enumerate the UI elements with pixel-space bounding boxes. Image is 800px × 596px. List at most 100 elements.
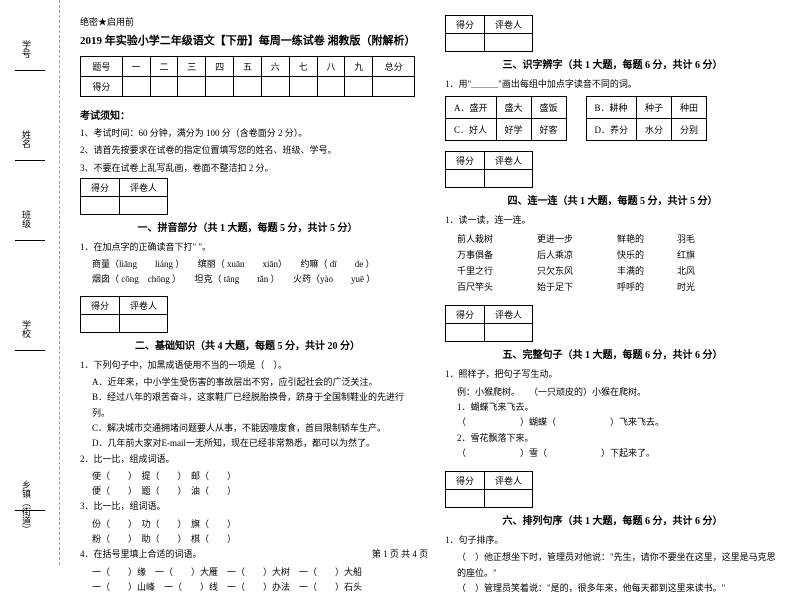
score-header: 二 [150,57,178,77]
pair-row: 万事俱备后人乘凉快乐的红旗 [445,247,780,263]
score-header: 九 [345,57,373,77]
score-cell[interactable] [289,77,317,97]
score-header: 七 [289,57,317,77]
q4-line: 一（ ）山峰 一（ ）线 一（ ）办法 一（ ）石头 [80,580,415,595]
section5-q: 1．照样子，把句子写生动。 [445,367,780,382]
score-cell[interactable] [261,77,289,97]
grader-blank[interactable] [81,196,120,214]
margin-label-xiangzhen: 乡镇（街道） [20,480,33,534]
section5-item: （ ）蝴蝶（ ）飞来飞去。 [445,415,780,430]
margin-line [15,510,45,511]
margin-line [15,160,45,161]
grader-blank[interactable] [446,170,485,188]
grader-blank[interactable] [485,170,533,188]
char-cell: 水分 [637,119,672,141]
score-header: 三 [178,57,206,77]
char-cell: 种田 [672,97,707,119]
margin-line [15,240,45,241]
q3-line: 粉（ ） 助（ ） 棋（ ） [80,532,415,547]
char-cell: B．耕种 [586,97,637,119]
grader-blank[interactable] [485,324,533,342]
grader-cell: 评卷人 [485,306,533,324]
score-header: 五 [234,57,262,77]
char-cell: 种子 [637,97,672,119]
section5-ex: 例：小猴爬树。 （一只顽皮的）小猴在爬树。 [445,385,780,400]
grader-blank[interactable] [120,314,168,332]
grader-cell: 得分 [81,296,120,314]
left-margin: 学号 姓名 班级 学校 乡镇（街道） [0,0,60,565]
score-cell[interactable] [178,77,206,97]
spacer [566,119,586,141]
exam-title: 2019 年实验小学二年级语文【下册】每周一练试卷 湘教版（附解析） [80,32,415,48]
right-column: 得分评卷人 三、识字辨字（共 1 大题，每题 6 分，共计 6 分） 1．用"＿… [445,15,780,550]
score-cell[interactable] [345,77,373,97]
char-cell: 好客 [531,119,566,141]
char-table: A．盛开 盛大 盛饭 B．耕种 种子 种田 C．好人 好学 好客 D．养分 水分… [445,96,707,141]
grader-cell: 评卷人 [485,152,533,170]
notice-item: 1、考试时间：60 分钟，满分为 100 分（含卷面分 2 分）。 [80,126,415,141]
section1-title: 一、拼音部分（共 1 大题，每题 5 分，共计 5 分） [80,219,415,234]
score-cell[interactable] [206,77,234,97]
pair-row: 百尺竿头始于足下呼呼的时光 [445,279,780,295]
grader-cell: 得分 [81,178,120,196]
notice-item: 3、不要在试卷上乱写乱画，卷面不整洁扣 2 分。 [80,161,415,176]
opt: B．经过八年的艰苦奋斗，这家鞋厂已经脱胎换骨，跻身于全国制鞋业的先进行列。 [80,390,415,421]
section3-title: 三、识字辨字（共 1 大题，每题 6 分，共计 6 分） [445,56,780,71]
section2-q3: 3．比一比，组词语。 [80,499,415,514]
pinyin-line: 商量（liāng liáng ） 缤丽（ xuān xiān） 约嘛（ dī d… [80,257,415,272]
q2-line: 使（ ） 提（ ） 邮（ ） [80,469,415,484]
grader-cell: 得分 [446,152,485,170]
q2-line: 便（ ） 题（ ） 油（ ） [80,484,415,499]
pair-row: 前人栽树更进一步鲜艳的羽毛 [445,231,780,247]
char-cell: 盛饭 [531,97,566,119]
score-cell[interactable] [150,77,178,97]
score-cell[interactable] [234,77,262,97]
section2-q2: 2．比一比，组成词语。 [80,452,415,467]
margin-label-xingming: 姓名 [20,130,33,148]
section5-item: 2．雪花飘落下来。 [445,431,780,446]
score-cell[interactable] [317,77,345,97]
char-cell: 分别 [672,119,707,141]
score-header: 四 [206,57,234,77]
grader-blank[interactable] [446,34,485,52]
grader-table: 得分评卷人 [80,296,168,333]
margin-line [15,70,45,71]
opt: D．几年前大家对E-mail一无所知，现在已经非常熟悉，都可以为然了。 [80,436,415,451]
grader-table: 得分评卷人 [445,305,533,342]
section3-q: 1．用"＿＿＿"画出每组中加点字读音不同的词。 [445,77,780,92]
grader-cell: 得分 [446,16,485,34]
grader-cell: 得分 [446,472,485,490]
score-table: 题号 一 二 三 四 五 六 七 八 九 总分 得分 [80,56,415,97]
section5-title: 五、完整句子（共 1 大题，每题 6 分，共计 6 分） [445,346,780,361]
grader-blank[interactable] [485,490,533,508]
confidential-label: 绝密★启用前 [80,15,415,28]
spacer [566,97,586,119]
grader-table: 得分评卷人 [445,471,533,508]
score-cell[interactable] [122,77,150,97]
grader-blank[interactable] [446,490,485,508]
q3-line: 份（ ） 功（ ） 旗（ ） [80,517,415,532]
grader-blank[interactable] [120,196,168,214]
char-cell: C．好人 [446,119,497,141]
score-header: 总分 [373,57,415,77]
char-cell: D．养分 [586,119,637,141]
pinyin-line: 烟囱（ cōng chōng ） 坦克（ tāng tǎn ） 火药（yào y… [80,272,415,287]
grader-cell: 评卷人 [120,178,168,196]
score-header: 八 [317,57,345,77]
score-header: 六 [261,57,289,77]
section5-item: （ ）雪（ ）下起来了。 [445,446,780,461]
grader-blank[interactable] [81,314,120,332]
grader-blank[interactable] [446,324,485,342]
notice-heading: 考试须知： [80,107,415,122]
left-column: 绝密★启用前 2019 年实验小学二年级语文【下册】每周一练试卷 湘教版（附解析… [80,15,415,550]
score-header: 题号 [81,57,123,77]
score-cell[interactable] [373,77,415,97]
margin-label-banji: 班级 [20,210,33,228]
page-footer: 第 1 页 共 4 页 [0,547,800,560]
grader-blank[interactable] [485,34,533,52]
section6-title: 六、排列句序（共 1 大题，每题 6 分，共计 6 分） [445,512,780,527]
section2-q1: 1．下列句子中，加黑成语使用不当的一项是（ ）。 [80,358,415,373]
section4-q: 1．读一读，连一连。 [445,213,780,228]
grader-cell: 得分 [446,306,485,324]
grader-cell: 评卷人 [485,472,533,490]
